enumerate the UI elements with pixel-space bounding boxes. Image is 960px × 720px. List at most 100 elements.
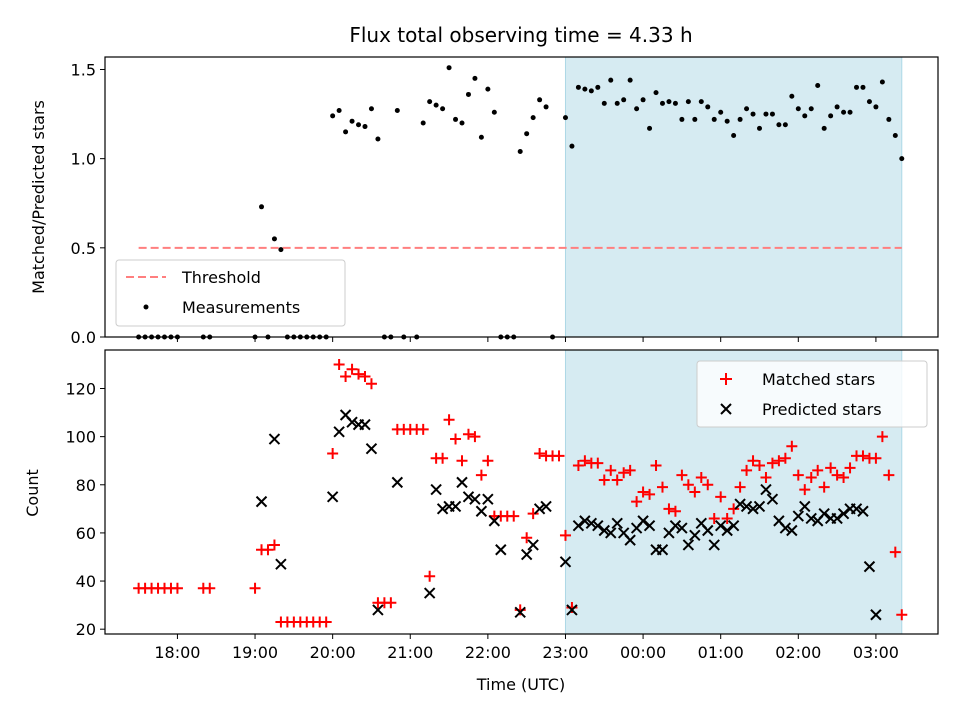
predicted-star-point xyxy=(870,609,882,621)
measurement-point xyxy=(724,118,730,124)
measurement-point xyxy=(485,86,491,92)
y-tick-label: 1.5 xyxy=(71,60,96,79)
x-tick-label: 01:00 xyxy=(698,643,744,662)
predicted-star-point xyxy=(540,500,552,513)
predicted-star-point xyxy=(598,524,610,537)
top-panel: 0.0 0.5 1.0 1.5 Flux total observing time =… xyxy=(29,23,939,347)
measurement-point xyxy=(685,99,691,105)
matched-star-point xyxy=(475,469,487,481)
predicted-star-point xyxy=(656,544,669,556)
matched-star-point xyxy=(327,447,339,459)
matched-star-point xyxy=(320,616,332,628)
matched-star-point xyxy=(268,539,280,551)
predicted-star-point xyxy=(740,500,753,513)
predicted-star-point xyxy=(792,510,805,522)
predicted-star-point xyxy=(605,527,617,539)
matched-star-point xyxy=(773,455,785,467)
predicted-star-point xyxy=(818,507,830,520)
matched-star-point xyxy=(417,423,429,435)
matched-star-point xyxy=(741,464,753,476)
measurement-point xyxy=(879,79,885,85)
measurement-point xyxy=(672,100,678,106)
matched-star-point xyxy=(889,546,901,558)
matched-star-point xyxy=(779,452,791,464)
matched-star-point xyxy=(838,472,850,484)
measurement-point xyxy=(737,116,743,122)
measurement-point xyxy=(427,99,433,105)
predicted-star-point xyxy=(714,519,727,532)
predicted-star-point xyxy=(456,476,468,489)
predicted-star-point xyxy=(255,495,268,508)
predicted-star-point xyxy=(734,498,746,510)
y-tick-label: 100 xyxy=(65,428,96,447)
measurement-point xyxy=(847,109,853,115)
predicted-star-point xyxy=(333,426,345,438)
matched-star-point xyxy=(721,512,733,524)
measurement-point xyxy=(433,102,439,108)
measurement-point xyxy=(666,99,672,105)
y-tick-label: 60 xyxy=(76,524,96,543)
matched-star-point xyxy=(592,457,604,469)
measurement-point xyxy=(517,149,523,155)
matched-star-point xyxy=(825,462,837,474)
x-tick-label: 23:00 xyxy=(542,643,588,662)
matched-star-point xyxy=(598,474,610,486)
matched-star-point xyxy=(262,544,274,556)
predicted-star-point xyxy=(365,442,378,455)
chart-title: Flux total observing time = 4.33 h xyxy=(349,23,692,47)
measurement-point xyxy=(595,84,601,90)
measurement-point xyxy=(394,108,400,114)
matched-star-point xyxy=(611,474,623,486)
matched-star-point xyxy=(443,414,455,426)
matched-star-point xyxy=(883,469,895,481)
matched-star-point xyxy=(450,433,462,445)
y-tick-label: 1.0 xyxy=(71,150,96,169)
predicted-star-point xyxy=(721,524,733,537)
matched-star-point xyxy=(650,460,662,472)
measurement-point xyxy=(834,104,840,110)
predicted-star-point xyxy=(799,500,811,513)
matched-star-point xyxy=(340,370,352,382)
matched-star-point xyxy=(656,481,668,493)
x-tick-label: 22:00 xyxy=(465,643,511,662)
top-x-ticks xyxy=(176,337,877,342)
matched-star-point xyxy=(754,460,765,472)
matched-star-point xyxy=(631,496,643,508)
matched-star-point xyxy=(521,532,533,544)
predicted-star-point xyxy=(527,539,539,551)
matched-legend-swatch xyxy=(720,373,732,385)
matched-star-point xyxy=(424,570,436,582)
predicted-star-point xyxy=(372,604,384,616)
measurement-point xyxy=(601,100,607,106)
matched-star-point xyxy=(818,481,830,493)
measurement-point xyxy=(582,86,588,92)
matched-star-point xyxy=(637,486,649,498)
matched-star-point xyxy=(695,472,707,484)
predicted-star-point xyxy=(624,534,636,546)
predicted-star-point xyxy=(682,539,695,551)
predicted-star-point xyxy=(702,524,714,537)
matched-star-point xyxy=(766,457,778,469)
measurement-point xyxy=(789,93,795,99)
matched-star-point xyxy=(204,582,216,594)
x-tick-label: 19:00 xyxy=(232,643,278,662)
bottom-legend-box xyxy=(696,360,928,428)
matched-star-point xyxy=(534,447,546,459)
top-plot-area xyxy=(136,56,905,340)
matched-star-point xyxy=(456,455,468,467)
bottom-y-axis-label: Count xyxy=(23,469,42,517)
matched-star-point xyxy=(708,512,720,524)
predicted-star-point xyxy=(495,544,507,556)
predicted-star-point xyxy=(727,519,740,532)
predicted-star-point xyxy=(689,529,701,542)
measurement-point xyxy=(356,122,362,128)
matched-star-point xyxy=(676,469,688,481)
matched-star-point xyxy=(669,505,681,517)
x-tick-label: 21:00 xyxy=(387,643,433,662)
predicted-star-point xyxy=(837,507,850,520)
measurement-point xyxy=(530,115,536,121)
measurement-point xyxy=(750,111,756,117)
measurement-point xyxy=(860,84,866,90)
measurement-point xyxy=(375,136,381,142)
observing-window-shade xyxy=(564,56,903,338)
